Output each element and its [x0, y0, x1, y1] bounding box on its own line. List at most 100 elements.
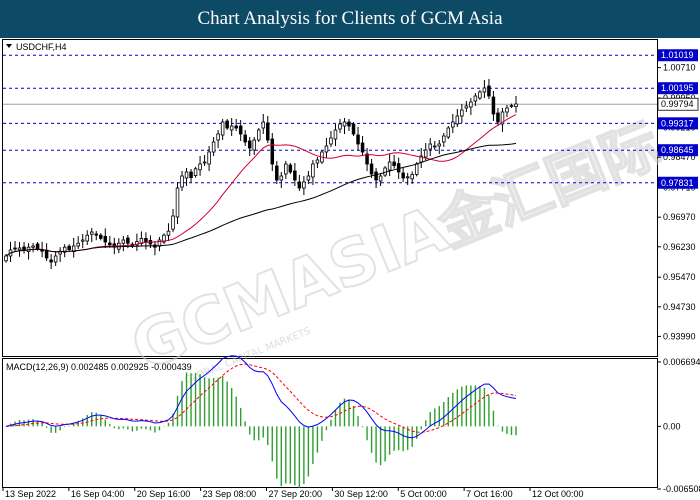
candle-body — [342, 121, 347, 127]
level-tag-label: 0.97831 — [661, 178, 694, 188]
level-tag — [658, 144, 698, 157]
candle-body — [243, 134, 247, 143]
candle-body — [473, 95, 478, 102]
candle-body — [442, 135, 446, 143]
candle-body — [333, 129, 338, 140]
level-lines — [3, 54, 657, 184]
candle-body — [252, 139, 256, 151]
candle-body — [514, 103, 518, 107]
candle-body — [80, 239, 85, 242]
candle-body — [135, 241, 139, 246]
candle-body — [469, 101, 473, 108]
level-tag-label: 1.01019 — [661, 50, 694, 60]
candle-body — [261, 121, 266, 129]
candle-body — [13, 247, 17, 250]
candle-body — [401, 172, 405, 179]
level-tag-label: 0.99317 — [661, 118, 694, 128]
candle-body — [44, 249, 49, 259]
candle-body — [247, 140, 252, 149]
candle-body — [446, 127, 451, 138]
price-panel-frame — [2, 39, 658, 357]
current-price-tag — [657, 97, 699, 111]
macd-indicator — [5, 355, 517, 488]
candle-body — [238, 125, 243, 135]
candle-body — [505, 107, 509, 113]
macd-tick-label: 0.006694 — [663, 357, 700, 367]
candle-body — [383, 167, 387, 176]
candle-body — [351, 123, 356, 135]
candle-body — [315, 159, 320, 164]
dropdown-triangle-icon[interactable] — [6, 44, 12, 48]
candle-body — [297, 181, 302, 189]
macd-main-line — [5, 355, 517, 439]
candle-body — [76, 242, 80, 247]
candle-body — [433, 145, 437, 148]
candle-body — [67, 245, 71, 250]
level-tag — [658, 82, 698, 95]
candle-body — [189, 171, 193, 178]
time-tick-label: 30 Sep 12:00 — [334, 489, 388, 499]
candle-body — [108, 242, 112, 246]
macd-tick-label: -0.006508 — [663, 484, 700, 494]
candle-body — [184, 171, 189, 179]
candle-body — [360, 142, 365, 153]
candle-body — [311, 163, 315, 178]
candle-body — [216, 133, 220, 141]
candle-body — [175, 187, 180, 218]
candle-body — [405, 176, 410, 179]
candle-body — [85, 234, 89, 242]
candle-body — [166, 230, 171, 236]
candle-body — [49, 259, 53, 263]
candle-body — [62, 246, 67, 253]
candle-body — [279, 175, 284, 181]
candle-body — [347, 121, 351, 127]
candle-body — [89, 231, 94, 235]
candle-body — [392, 161, 396, 166]
candle-body — [162, 234, 166, 243]
moving-averages — [5, 114, 517, 257]
candle-body — [139, 237, 144, 244]
candle-body — [284, 163, 288, 175]
candle-body — [374, 171, 378, 181]
candle-body — [437, 143, 442, 147]
candle-body — [455, 115, 460, 125]
candle-body — [451, 121, 455, 128]
candle-body — [302, 181, 306, 189]
candle-body — [270, 138, 275, 165]
time-tick-label: 20 Sep 16:00 — [137, 489, 191, 499]
candle-body — [22, 246, 26, 250]
candle-body — [58, 250, 62, 255]
candle-body — [496, 112, 500, 123]
level-tag — [658, 49, 698, 62]
time-tick-label: 27 Sep 20:00 — [269, 489, 323, 499]
candle-body — [478, 91, 482, 99]
candle-body — [180, 175, 184, 188]
candle-body — [198, 163, 202, 171]
time-axis: 13 Sep 2022 16 Sep 04:00 20 Sep 16:00 23 Se… — [2, 488, 584, 499]
candle-body — [396, 163, 401, 173]
candle-body — [369, 163, 374, 175]
price-tick-label: 0.96230 — [663, 242, 696, 252]
candle-body — [275, 165, 279, 181]
price-tick-label: 0.95470 — [663, 272, 696, 282]
candle-body — [17, 247, 22, 251]
candle-body — [94, 233, 99, 236]
title-banner: Chart Analysis for Clients of GCM Asia — [0, 0, 700, 38]
price-tick-label: 0.96970 — [663, 212, 696, 222]
candle-body — [487, 85, 491, 97]
candle-body — [31, 245, 35, 248]
candle-body — [121, 239, 126, 244]
current-price-tag-label: 0.99794 — [661, 99, 694, 109]
time-tick-label: 12 Oct 00:00 — [532, 489, 584, 499]
candle-body — [103, 235, 108, 243]
price-tick-label: 0.93990 — [663, 331, 696, 341]
level-tag-label: 0.98645 — [661, 145, 694, 155]
candle-body — [126, 237, 130, 244]
banner-title: Chart Analysis for Clients of GCM Asia — [197, 8, 503, 29]
candle-body — [491, 96, 496, 115]
candle-body — [171, 215, 175, 230]
macd-axis: 0.006694 0.00 -0.006508 — [657, 357, 700, 494]
candle-body — [211, 141, 216, 153]
level-tag-label: 1.00195 — [661, 83, 694, 93]
